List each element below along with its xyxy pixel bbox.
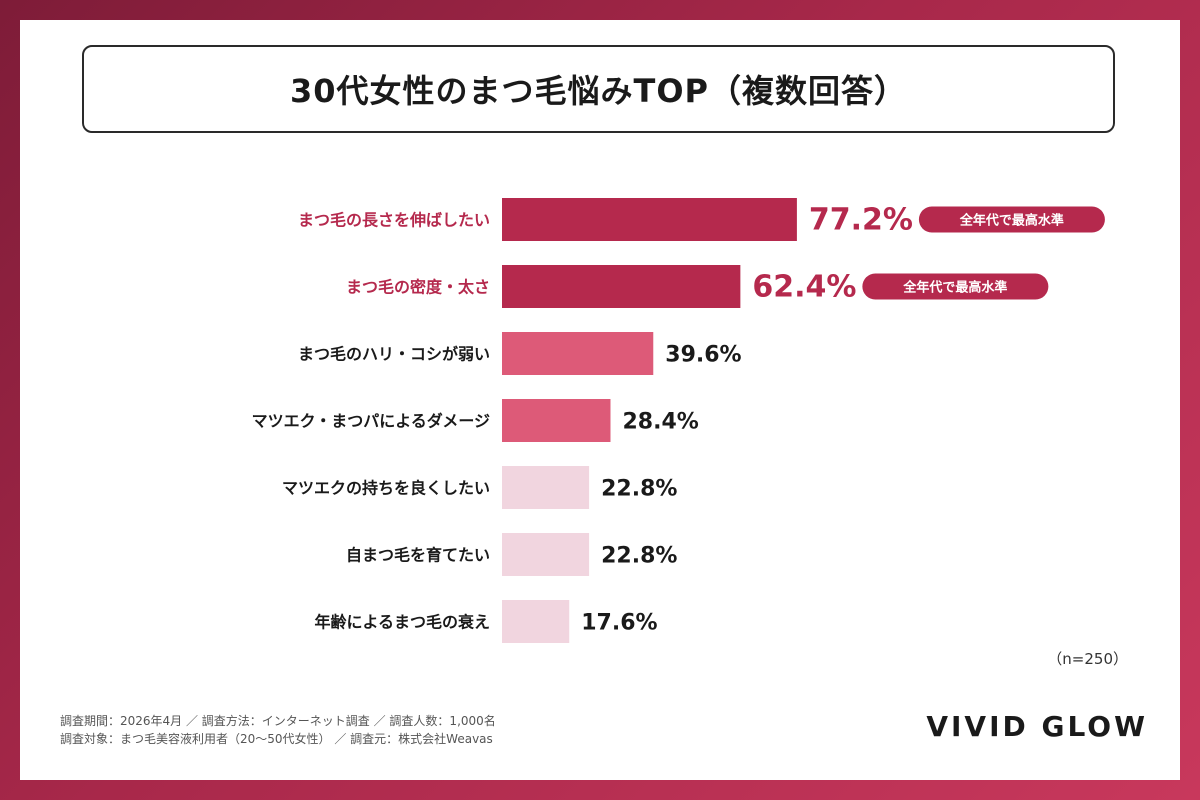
value-label: 39.6% [665, 343, 741, 368]
chart-title: 30代女性のまつ毛悩みTOP（複数回答） [289, 72, 908, 110]
category-label: マツエクの持ちを良くしたい [282, 479, 490, 498]
bar [502, 399, 611, 442]
brand-logo: VIVID GLOW [926, 710, 1148, 743]
badge-label: 全年代で最高水準 [902, 280, 1007, 296]
value-label: 22.8% [601, 477, 677, 502]
chart-card: 30代女性のまつ毛悩みTOP（複数回答） まつ毛の長さを伸ばしたい 77.2% 全年… [20, 20, 1180, 780]
category-label: まつ毛の長さを伸ばしたい [298, 211, 490, 230]
category-label: 自まつ毛を育てたい [346, 546, 490, 565]
value-label: 17.6% [581, 611, 657, 636]
bar [502, 600, 570, 643]
category-label: マツエク・まつパによるダメージ [252, 412, 490, 431]
bar [502, 533, 590, 576]
survey-note-2: 調査対象：まつ毛美容液利用者（20〜50代女性） ／ 調査元：株式会社Weava… [60, 732, 493, 746]
category-label: まつ毛のハリ・コシが弱い [298, 345, 490, 364]
bar [502, 466, 590, 509]
bar [502, 198, 797, 241]
value-label: 22.8% [601, 544, 677, 569]
title-box: 30代女性のまつ毛悩みTOP（複数回答） [82, 45, 1115, 133]
bar [502, 332, 654, 375]
highlight-badge [918, 206, 1105, 233]
category-label: 年齢によるまつ毛の衰え [314, 613, 490, 632]
value-label: 28.4% [622, 410, 698, 435]
bar [502, 265, 741, 308]
category-label: まつ毛の密度・太さ [346, 278, 490, 297]
survey-note-1: 調査期間：2026年4月 ／ 調査方法：インターネット調査 ／ 調査人数：1,0… [60, 714, 496, 728]
sample-size-label: （n=250） [1047, 650, 1128, 668]
value-label: 77.2% [809, 203, 913, 238]
highlight-badge [862, 273, 1049, 300]
value-label: 62.4% [752, 270, 856, 305]
badge-label: 全年代で最高水準 [959, 213, 1064, 229]
